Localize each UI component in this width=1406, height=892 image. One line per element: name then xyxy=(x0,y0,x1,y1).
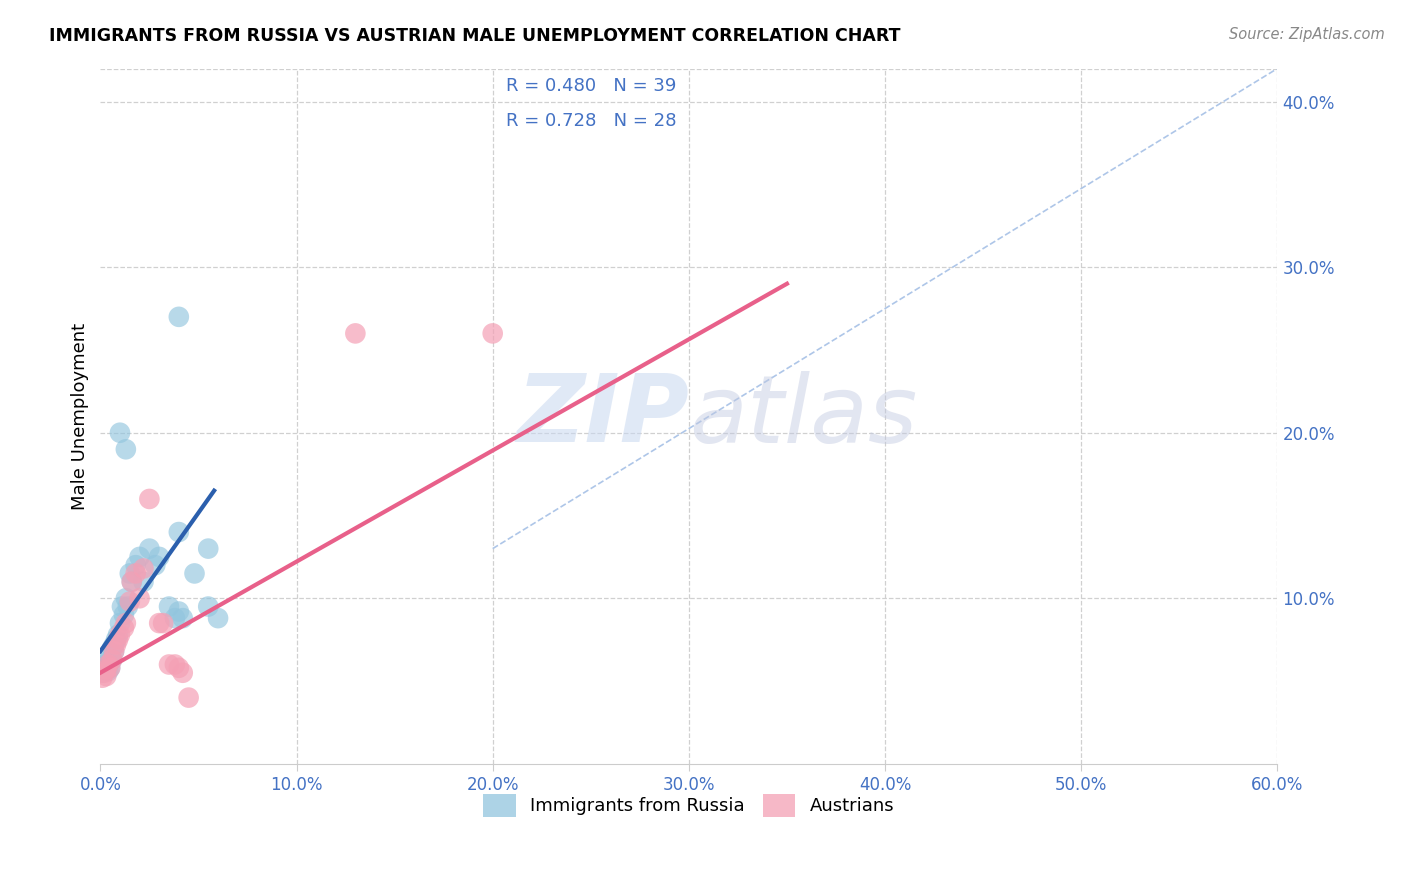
Point xyxy=(167,661,190,675)
Point xyxy=(148,549,170,564)
Point xyxy=(112,621,135,635)
Point xyxy=(115,442,138,457)
Point xyxy=(183,566,205,581)
Point xyxy=(103,644,125,658)
Point xyxy=(124,558,146,573)
Point xyxy=(93,663,115,677)
Point xyxy=(138,491,160,506)
Point xyxy=(108,425,131,440)
Point xyxy=(132,561,155,575)
Point xyxy=(93,665,115,680)
Point xyxy=(97,657,120,672)
Point xyxy=(167,310,190,324)
Text: Source: ZipAtlas.com: Source: ZipAtlas.com xyxy=(1229,27,1385,42)
Point xyxy=(167,524,190,539)
Point xyxy=(132,574,155,589)
Text: ZIP: ZIP xyxy=(516,370,689,462)
Point xyxy=(108,616,131,631)
Point xyxy=(96,661,118,675)
Point xyxy=(143,558,166,573)
Legend: Immigrants from Russia, Austrians: Immigrants from Russia, Austrians xyxy=(477,787,901,824)
Text: R = 0.480   N = 39: R = 0.480 N = 39 xyxy=(506,78,676,95)
Point xyxy=(98,661,121,675)
Point xyxy=(172,665,194,680)
Point xyxy=(163,657,186,672)
Point xyxy=(152,616,174,631)
Text: R = 0.728   N = 28: R = 0.728 N = 28 xyxy=(506,112,676,129)
Point xyxy=(344,326,367,341)
Point xyxy=(97,664,120,678)
Point xyxy=(112,607,135,622)
Point xyxy=(101,652,124,666)
Point xyxy=(111,599,134,614)
Point xyxy=(163,611,186,625)
Point xyxy=(115,616,138,631)
Point xyxy=(98,649,121,664)
Point xyxy=(124,566,146,581)
Point xyxy=(97,654,120,668)
Text: atlas: atlas xyxy=(689,371,917,462)
Point xyxy=(128,591,150,606)
Point xyxy=(138,541,160,556)
Point xyxy=(117,599,139,614)
Point xyxy=(98,661,121,675)
Point xyxy=(172,611,194,625)
Point xyxy=(197,541,219,556)
Point xyxy=(121,574,143,589)
Point xyxy=(118,566,141,581)
Point xyxy=(91,665,114,680)
Point xyxy=(118,594,141,608)
Text: IMMIGRANTS FROM RUSSIA VS AUSTRIAN MALE UNEMPLOYMENT CORRELATION CHART: IMMIGRANTS FROM RUSSIA VS AUSTRIAN MALE … xyxy=(49,27,901,45)
Point xyxy=(148,616,170,631)
Point xyxy=(105,638,128,652)
Point xyxy=(157,599,180,614)
Point xyxy=(157,657,180,672)
Point xyxy=(103,638,125,652)
Point xyxy=(115,591,138,606)
Point xyxy=(105,632,128,647)
Point xyxy=(167,605,190,619)
Point xyxy=(103,644,125,658)
Point xyxy=(96,657,118,672)
Point xyxy=(96,663,118,677)
Point xyxy=(207,611,229,625)
Point xyxy=(101,652,124,666)
Point xyxy=(107,632,129,647)
Y-axis label: Male Unemployment: Male Unemployment xyxy=(72,323,89,509)
Point xyxy=(96,669,118,683)
Point xyxy=(107,628,129,642)
Point xyxy=(197,599,219,614)
Point xyxy=(481,326,503,341)
Point xyxy=(128,549,150,564)
Point xyxy=(101,640,124,655)
Point xyxy=(108,628,131,642)
Point xyxy=(177,690,200,705)
Point xyxy=(91,671,114,685)
Point xyxy=(121,574,143,589)
